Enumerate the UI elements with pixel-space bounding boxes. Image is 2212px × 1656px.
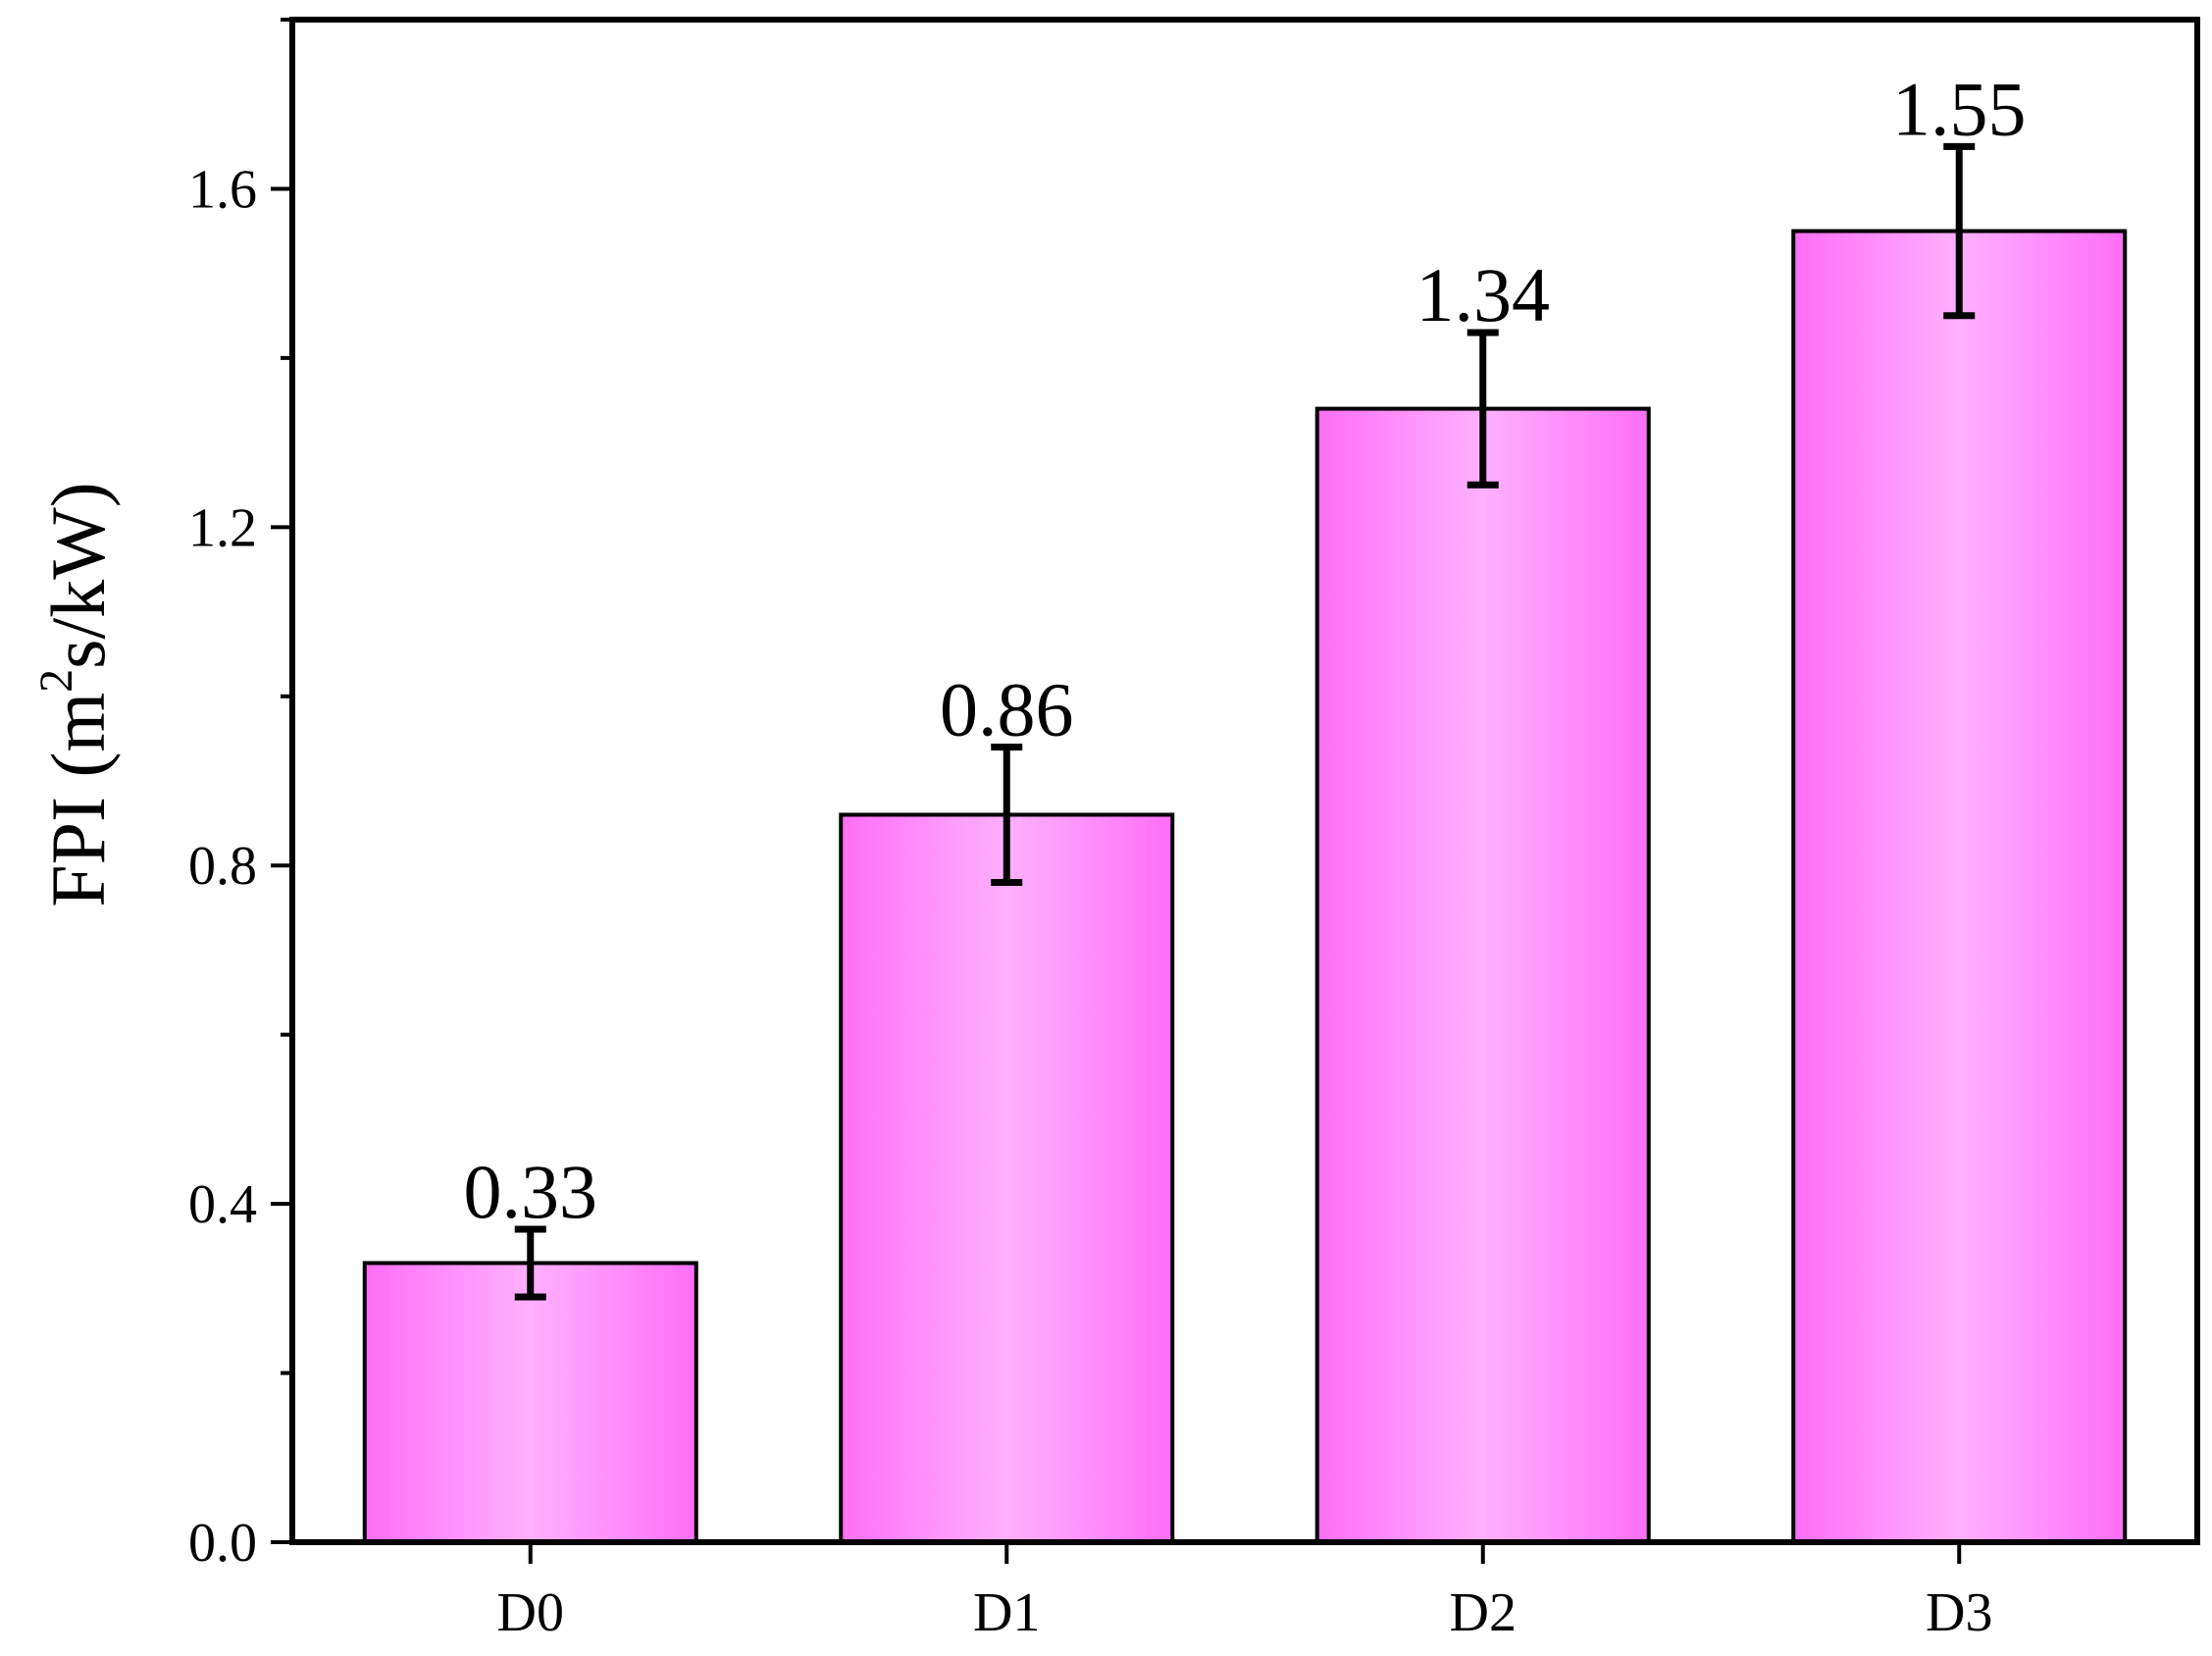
y-tick-label: 1.6 xyxy=(188,159,257,220)
bar-D3 xyxy=(1791,229,2128,1545)
x-tick-label-D3: D3 xyxy=(1926,1582,1992,1643)
data-label-D0: 0.33 xyxy=(464,1149,598,1234)
y-axis-title: FPI (m2s/kW) xyxy=(30,482,121,907)
y-tick-label: 1.2 xyxy=(188,497,257,558)
data-label-D2: 1.34 xyxy=(1416,252,1551,337)
x-tick-label-D1: D1 xyxy=(973,1582,1040,1643)
y-tick-label: 0.4 xyxy=(188,1174,257,1235)
data-label-D3: 1.55 xyxy=(1892,66,2027,151)
bars xyxy=(362,229,2128,1545)
plot-frame xyxy=(289,17,2200,1545)
bar-D1 xyxy=(839,812,1175,1544)
bar-D0 xyxy=(362,1261,698,1544)
y-tick-label: 0.0 xyxy=(188,1513,257,1574)
data-label-D1: 0.86 xyxy=(940,667,1074,752)
x-tick-label-D2: D2 xyxy=(1450,1582,1517,1643)
data-labels: 0.33 0.86 1.34 1.55 xyxy=(464,66,2027,1234)
error-bars xyxy=(514,142,1976,1301)
bar-D2 xyxy=(1314,406,1651,1545)
y-tick-label: 0.8 xyxy=(188,836,257,897)
axes: D0 D1 D2 D3 0.0 0.4 0.8 1.2 1.6 xyxy=(188,17,2200,1643)
x-tick-label-D0: D0 xyxy=(497,1582,564,1643)
